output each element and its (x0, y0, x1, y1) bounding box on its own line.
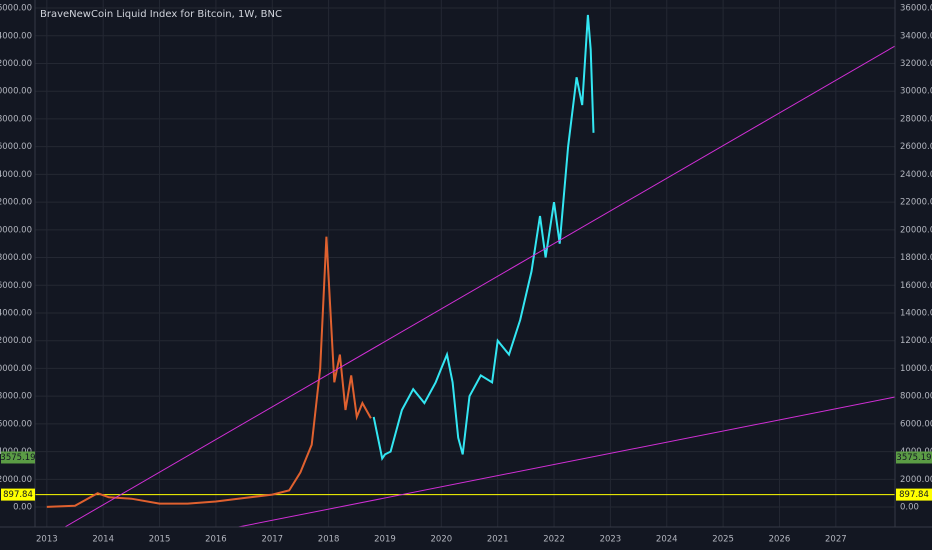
plot (35, 14, 895, 527)
y-tick-label: 6000.00 (900, 419, 932, 429)
price-marker-label: 3575.19 (896, 453, 931, 463)
chart-title: BraveNewCoin Liquid Index for Bitcoin, 1… (40, 9, 282, 20)
price-marker-label: 897.84 (899, 490, 929, 500)
y-tick-label: 34000.00 (900, 31, 932, 41)
y-tick-label: 8000.00 (900, 392, 932, 402)
x-tick-label: 2013 (36, 535, 58, 545)
x-tick-label: 2016 (205, 535, 227, 545)
y-tick-label: 32000.00 (900, 59, 932, 69)
price-marker (1, 451, 35, 464)
y-tick-label: 36000.00 (0, 4, 32, 14)
y-tick-label: 2000.00 (0, 475, 32, 485)
price-marker (1, 488, 35, 501)
price-marker (896, 451, 932, 464)
y-tick-label: 0.00 (13, 503, 32, 513)
x-tick-label: 2023 (600, 535, 622, 545)
y-tick-label: 20000.00 (0, 225, 32, 235)
x-tick-label: 2020 (431, 535, 453, 545)
labels: 0.000.002000.002000.004000.004000.006000… (0, 4, 932, 545)
x-tick-label: 2019 (374, 535, 396, 545)
y-tick-label: 30000.00 (900, 87, 932, 97)
x-tick-label: 2018 (318, 535, 340, 545)
y-tick-label: 18000.00 (0, 253, 32, 263)
y-tick-label: 8000.00 (0, 392, 32, 402)
y-tick-label: 24000.00 (900, 170, 932, 180)
x-tick-label: 2021 (487, 535, 509, 545)
y-tick-label: 2000.00 (900, 475, 932, 485)
y-tick-label: 10000.00 (900, 364, 932, 374)
x-tick-label: 2015 (149, 535, 171, 545)
x-tick-label: 2022 (543, 535, 565, 545)
y-tick-label: 32000.00 (0, 59, 32, 69)
y-tick-label: 30000.00 (0, 87, 32, 97)
y-tick-label: 26000.00 (900, 142, 932, 152)
y-tick-label: 6000.00 (0, 419, 32, 429)
y-tick-label: 22000.00 (0, 198, 32, 208)
x-tick-label: 2014 (92, 535, 114, 545)
y-tick-label: 28000.00 (0, 114, 32, 124)
y-tick-label: 24000.00 (0, 170, 32, 180)
y-tick-label: 20000.00 (900, 225, 932, 235)
y-tick-label: 16000.00 (900, 281, 932, 291)
x-tick-label: 2025 (712, 535, 734, 545)
price-marker (896, 488, 932, 501)
price-line (238, 396, 895, 527)
price-marker-label: 897.84 (3, 490, 33, 500)
x-tick-label: 2026 (769, 535, 791, 545)
y-tick-label: 34000.00 (0, 31, 32, 41)
price-line (46, 236, 372, 508)
x-tick-label: 2017 (261, 535, 283, 545)
y-tick-label: 22000.00 (900, 198, 932, 208)
y-tick-label: 26000.00 (0, 142, 32, 152)
y-tick-label: 36000.00 (900, 4, 932, 14)
x-tick-label: 2027 (825, 535, 847, 545)
price-line (372, 14, 595, 462)
y-tick-label: 14000.00 (0, 308, 32, 318)
x-tick-label: 2024 (656, 535, 678, 545)
y-tick-label: 16000.00 (0, 281, 32, 291)
y-tick-label: 0.00 (900, 503, 919, 513)
y-tick-label: 12000.00 (900, 336, 932, 346)
y-tick-label: 10000.00 (0, 364, 32, 374)
y-tick-label: 28000.00 (900, 114, 932, 124)
y-tick-label: 12000.00 (0, 336, 32, 346)
price-marker-label: 3575.19 (0, 453, 35, 463)
price-line (64, 45, 895, 527)
y-tick-label: 14000.00 (900, 308, 932, 318)
y-tick-label: 18000.00 (900, 253, 932, 263)
